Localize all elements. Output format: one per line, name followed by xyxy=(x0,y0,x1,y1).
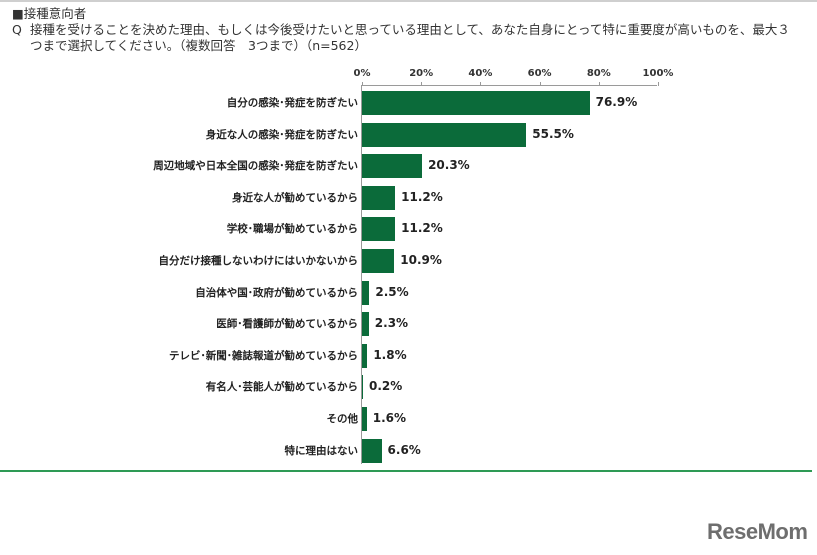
x-tick-mark xyxy=(598,82,600,86)
value-label: 2.3% xyxy=(374,316,409,331)
bar-row: 学校･職場が勧めているから 11.2% xyxy=(0,217,817,242)
category-label: 周辺地域や日本全国の感染･発症を防ぎたい xyxy=(153,160,358,173)
x-tick-label: 0% xyxy=(353,68,371,79)
bar-row: 周辺地域や日本全国の感染･発症を防ぎたい 20.3% xyxy=(0,154,817,179)
bar xyxy=(362,91,590,115)
bar-row: 身近な人の感染･発症を防ぎたい 55.5% xyxy=(0,122,817,147)
category-label: テレビ･新聞･雑誌報道が勧めているから xyxy=(169,349,358,362)
bar xyxy=(362,217,396,242)
x-axis-line xyxy=(361,85,657,86)
bar-row: 特に理由はない 6.6% xyxy=(0,438,817,463)
category-label: 医師･看護師が勧めているから xyxy=(216,318,358,331)
y-axis-line xyxy=(361,86,362,464)
x-tick-label: 40% xyxy=(468,68,493,79)
resemom-logo: ReseMom xyxy=(707,519,808,544)
value-label: 76.9% xyxy=(595,95,638,109)
x-tick-mark xyxy=(421,82,423,86)
bar xyxy=(362,407,367,431)
category-label: 自分だけ接種しないわけにはいかないから xyxy=(158,255,359,267)
category-label: その他 xyxy=(326,413,359,425)
bar xyxy=(362,185,396,210)
value-label: 11.2% xyxy=(401,221,443,236)
value-label: 11.2% xyxy=(401,189,443,204)
bottom-divider xyxy=(0,470,812,472)
bar-row: その他 1.6% xyxy=(0,407,817,431)
bar-row: 身近な人が勧めているから 11.2% xyxy=(0,185,817,210)
value-label: 1.6% xyxy=(372,411,407,425)
category-label: 有名人･芸能人が勧めているから xyxy=(205,381,358,394)
question-prefix: Q xyxy=(12,22,22,37)
x-tick-label: 100% xyxy=(642,68,674,79)
category-label: 身近な人が勧めているから xyxy=(232,191,358,204)
value-label: 1.8% xyxy=(373,347,407,362)
bar-row: 医師･看護師が勧めているから 2.3% xyxy=(0,312,817,337)
bar xyxy=(362,438,382,463)
bar-row: 自分の感染･発症を防ぎたい 76.9% xyxy=(0,91,817,115)
question: Q 接種を受けることを決めた理由、もしくは今後受けたいと思っている理由として、あ… xyxy=(12,22,802,54)
value-label: 10.9% xyxy=(400,253,442,267)
top-divider xyxy=(0,0,817,2)
bar xyxy=(362,280,370,305)
x-tick-label: 60% xyxy=(527,68,552,79)
x-tick-label: 20% xyxy=(409,68,434,79)
category-label: 自治体や国･政府が勧めているから xyxy=(195,286,358,299)
question-text: 接種を受けることを決めた理由、もしくは今後受けたいと思っている理由として、あなた… xyxy=(30,22,790,53)
bar-chart: 0% 20% 40% 60% 80% 100% 自分の感染･発症を防ぎたい 76.9% 身近な人… xyxy=(0,68,817,464)
x-tick-mark xyxy=(658,82,659,86)
value-label: 55.5% xyxy=(532,126,574,141)
bar-row: テレビ･新聞･雑誌報道が勧めているから 1.8% xyxy=(0,343,817,368)
bar xyxy=(362,343,368,368)
category-label: 学校･職場が勧めているから xyxy=(226,223,358,236)
section-label: ■接種意向者 xyxy=(12,6,87,21)
value-label: 6.6% xyxy=(387,442,421,457)
value-label: 2.5% xyxy=(375,284,409,299)
category-label: 特に理由はない xyxy=(284,444,359,457)
bar xyxy=(362,375,363,400)
bar xyxy=(362,249,395,273)
bar-row: 自分だけ接種しないわけにはいかないから 10.9% xyxy=(0,249,817,273)
value-label: 0.2% xyxy=(369,379,403,394)
x-tick-mark xyxy=(362,82,363,86)
bar xyxy=(362,122,527,147)
x-tick-label: 80% xyxy=(586,68,611,79)
bar-row: 自治体や国･政府が勧めているから 2.5% xyxy=(0,280,817,305)
bar-row: 有名人･芸能人が勧めているから 0.2% xyxy=(0,375,817,400)
x-tick-mark xyxy=(539,82,541,86)
category-label: 自分の感染･発症を防ぎたい xyxy=(226,97,358,109)
value-label: 20.3% xyxy=(428,158,470,173)
category-label: 身近な人の感染･発症を防ぎたい xyxy=(205,128,358,141)
bar xyxy=(362,312,369,337)
bar xyxy=(362,154,423,179)
x-tick-mark xyxy=(480,82,482,86)
